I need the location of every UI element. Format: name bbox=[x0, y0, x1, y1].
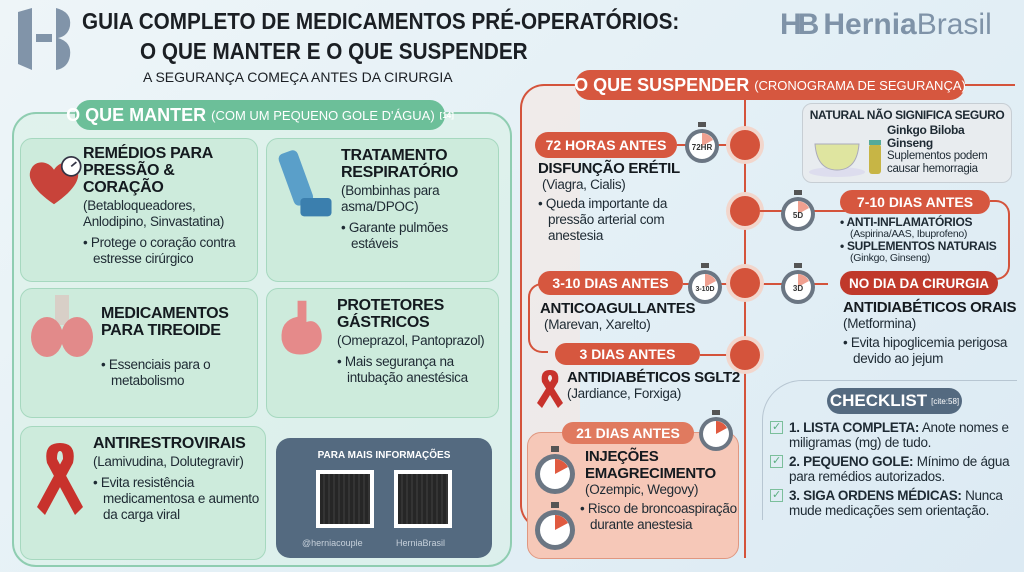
keep-card-thyroid: MEDICAMENTOS PARA TIREOIDE Essenciais pa… bbox=[20, 288, 258, 418]
svg-text:3D: 3D bbox=[793, 284, 803, 293]
ribbon-icon bbox=[37, 443, 83, 515]
checklist-item: ✓ 2. PEQUENO GOLE: Mínimo de água para re… bbox=[770, 454, 1020, 484]
stopwatch-icon: 3D bbox=[781, 263, 815, 304]
checklist-item: ✓ 3. SIGA ORDENS MÉDICAS: Nunca mude medi… bbox=[770, 488, 1020, 518]
timeline-3-10-days: 3-10 DIAS ANTES bbox=[538, 271, 683, 295]
svg-text:5D: 5D bbox=[793, 211, 803, 220]
timeline-72h: 72 HORAS ANTES bbox=[535, 132, 677, 158]
heart-icon bbox=[29, 156, 82, 205]
svg-text:72HR: 72HR bbox=[692, 143, 713, 152]
page-subtitle: A SEGURANÇA COMEÇA ANTES DA CIRURGIA bbox=[143, 69, 453, 85]
inhaler-icon bbox=[278, 150, 332, 217]
stopwatch-icon: 5D bbox=[781, 190, 815, 231]
thyroid-icon bbox=[31, 295, 93, 357]
brand-logo: HB HerniaBrasil bbox=[780, 8, 992, 41]
svg-text:3-10D: 3-10D bbox=[695, 286, 714, 293]
tea-cup-icon bbox=[809, 140, 881, 177]
timeline-node bbox=[730, 268, 760, 298]
qr-code-herniacouple[interactable] bbox=[316, 470, 374, 528]
keep-card-respiratory: TRATAMENTO RESPIRATÓRIO (Bombinhas para … bbox=[266, 138, 499, 282]
keep-card-heart: REMÉDIOS PARA PRESSÃO & CORAÇÃO (Betablo… bbox=[20, 138, 258, 282]
checklist-item: ✓ 1. LISTA COMPLETA: Anote nomes e miligr… bbox=[770, 420, 1020, 450]
checkbox-icon: ✓ bbox=[770, 489, 783, 502]
stopwatch-icon bbox=[535, 502, 575, 550]
timeline-node bbox=[730, 130, 760, 160]
stomach-icon bbox=[281, 300, 322, 355]
stopwatch-icon bbox=[699, 410, 733, 451]
keep-card-antiretroviral: ANTIRESTROVIRAIS (Lamivudina, Dolutegrav… bbox=[20, 426, 266, 560]
qr-info-box: PARA MAIS INFORMAÇÕES @herniacouple Hern… bbox=[276, 438, 492, 558]
checklist: CHECKLIST [cite:58] ✓ 1. LISTA COMPLETA: A… bbox=[762, 380, 1017, 530]
natural-warning-box: NATURAL NÃO SIGNIFICA SEGURO Ginkgo Bilo… bbox=[802, 103, 1012, 183]
qr-code-herniabrasil[interactable] bbox=[394, 470, 452, 528]
hb-logo bbox=[14, 4, 74, 79]
stopwatch-icon: 3-10D bbox=[688, 263, 722, 304]
checkbox-icon: ✓ bbox=[770, 421, 783, 434]
keep-header: O QUE MANTER (COM UM PEQUENO GOLE D'ÁGUA)… bbox=[66, 100, 454, 130]
page-title-line2: O QUE MANTER E O QUE SUSPENDER bbox=[140, 38, 528, 64]
timeline-21-days: 21 DIAS ANTES bbox=[562, 422, 694, 444]
checkbox-icon: ✓ bbox=[770, 455, 783, 468]
timeline-node bbox=[730, 196, 760, 226]
timeline-3-days: 3 DIAS ANTES bbox=[555, 343, 700, 365]
timeline-node bbox=[730, 340, 760, 370]
stopwatch-icon bbox=[535, 446, 575, 494]
ribbon-icon bbox=[537, 370, 563, 408]
timeline-surgery-day: NO DIA DA CIRURGIA bbox=[840, 271, 998, 295]
page-title-line1: GUIA COMPLETO DE MEDICAMENTOS PRÉ-OPERAT… bbox=[82, 8, 680, 34]
keep-card-gastric: PROTETORES GÁSTRICOS (Omeprazol, Pantopr… bbox=[266, 288, 499, 418]
suspend-header: O QUE SUSPENDER (CRONOGRAMA DE SEGURANÇA) bbox=[574, 70, 966, 100]
timeline-7-10-days: 7-10 DIAS ANTES bbox=[840, 190, 990, 214]
stopwatch-icon: 72HR bbox=[685, 122, 719, 163]
